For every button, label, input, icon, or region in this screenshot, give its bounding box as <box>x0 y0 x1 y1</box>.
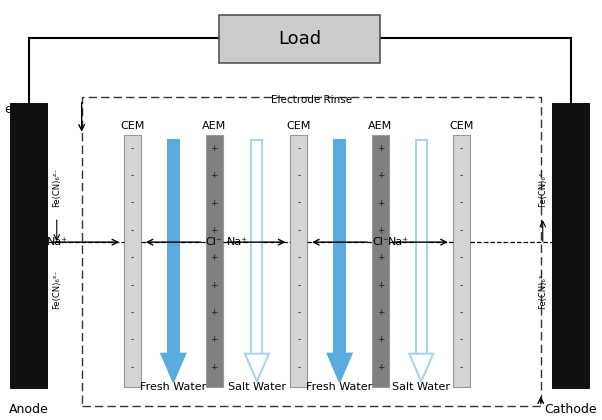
Text: Fresh Water: Fresh Water <box>140 381 206 391</box>
Text: Electrode Rinse: Electrode Rinse <box>271 95 352 105</box>
Text: +: + <box>377 199 384 207</box>
Bar <box>206 134 223 386</box>
Text: -: - <box>459 308 463 317</box>
Text: -: - <box>131 171 134 180</box>
Bar <box>551 103 589 388</box>
Text: -: - <box>131 281 134 290</box>
Polygon shape <box>409 354 433 381</box>
Text: AEM: AEM <box>202 121 226 131</box>
Text: Anode: Anode <box>9 404 49 417</box>
Text: AEM: AEM <box>368 121 393 131</box>
Text: +: + <box>210 281 218 290</box>
Text: -: - <box>297 171 300 180</box>
Text: -: - <box>459 336 463 344</box>
Text: -: - <box>297 199 300 207</box>
Text: e⁻: e⁻ <box>4 103 18 116</box>
Text: +: + <box>377 171 384 180</box>
Text: Cl⁻: Cl⁻ <box>372 237 389 247</box>
Bar <box>453 134 470 386</box>
Bar <box>372 134 389 386</box>
Text: Fe(CN)₆⁴⁻: Fe(CN)₆⁴⁻ <box>538 168 547 207</box>
Text: +: + <box>210 226 218 235</box>
Text: CEM: CEM <box>449 121 473 131</box>
Text: Fe(CN)₆³⁻: Fe(CN)₆³⁻ <box>52 269 61 309</box>
Text: -: - <box>459 171 463 180</box>
Text: +: + <box>377 253 384 262</box>
Text: Load: Load <box>278 30 321 48</box>
Text: -: - <box>131 199 134 207</box>
Text: Cathode: Cathode <box>544 404 597 417</box>
Text: +: + <box>210 171 218 180</box>
Text: Na⁺: Na⁺ <box>226 237 247 247</box>
Polygon shape <box>168 139 179 354</box>
Bar <box>10 103 48 388</box>
Polygon shape <box>161 354 185 381</box>
Text: -: - <box>297 363 300 372</box>
Text: CEM: CEM <box>287 121 311 131</box>
Text: +: + <box>377 281 384 290</box>
Text: -: - <box>459 226 463 235</box>
Polygon shape <box>252 139 262 354</box>
Text: +: + <box>377 363 384 372</box>
Text: -: - <box>459 199 463 207</box>
Bar <box>82 97 541 407</box>
Text: Salt Water: Salt Water <box>393 381 450 391</box>
Text: -: - <box>131 226 134 235</box>
Text: Na⁺: Na⁺ <box>388 237 409 247</box>
Bar <box>124 134 141 386</box>
Text: -: - <box>297 336 300 344</box>
Text: +: + <box>210 363 218 372</box>
Text: +: + <box>210 253 218 262</box>
Text: -: - <box>297 281 300 290</box>
Text: +: + <box>377 144 384 153</box>
Polygon shape <box>334 139 345 354</box>
Text: -: - <box>131 336 134 344</box>
Text: -: - <box>297 308 300 317</box>
Text: Fe(CN)₆³⁻: Fe(CN)₆³⁻ <box>538 269 547 309</box>
Text: CEM: CEM <box>120 121 144 131</box>
Text: +: + <box>210 336 218 344</box>
Text: Cl⁻: Cl⁻ <box>206 237 223 247</box>
Text: +: + <box>210 144 218 153</box>
Bar <box>290 134 307 386</box>
Text: Fe(CN)₆⁴⁻: Fe(CN)₆⁴⁻ <box>52 168 61 207</box>
Text: -: - <box>459 144 463 153</box>
Text: +: + <box>210 308 218 317</box>
Text: -: - <box>131 144 134 153</box>
Polygon shape <box>416 139 427 354</box>
Text: +: + <box>377 308 384 317</box>
Text: Fresh Water: Fresh Water <box>306 381 373 391</box>
Polygon shape <box>327 354 352 381</box>
Text: +: + <box>377 226 384 235</box>
Text: -: - <box>459 281 463 290</box>
Text: +: + <box>377 336 384 344</box>
Text: -: - <box>459 363 463 372</box>
Text: -: - <box>131 363 134 372</box>
Text: +: + <box>210 199 218 207</box>
Text: -: - <box>459 253 463 262</box>
Text: -: - <box>297 226 300 235</box>
Text: -: - <box>131 253 134 262</box>
Bar <box>219 15 380 63</box>
Text: -: - <box>297 144 300 153</box>
Text: Salt Water: Salt Water <box>228 381 286 391</box>
Text: Na⁺: Na⁺ <box>47 237 68 247</box>
Text: -: - <box>297 253 300 262</box>
Text: -: - <box>131 308 134 317</box>
Polygon shape <box>245 354 269 381</box>
